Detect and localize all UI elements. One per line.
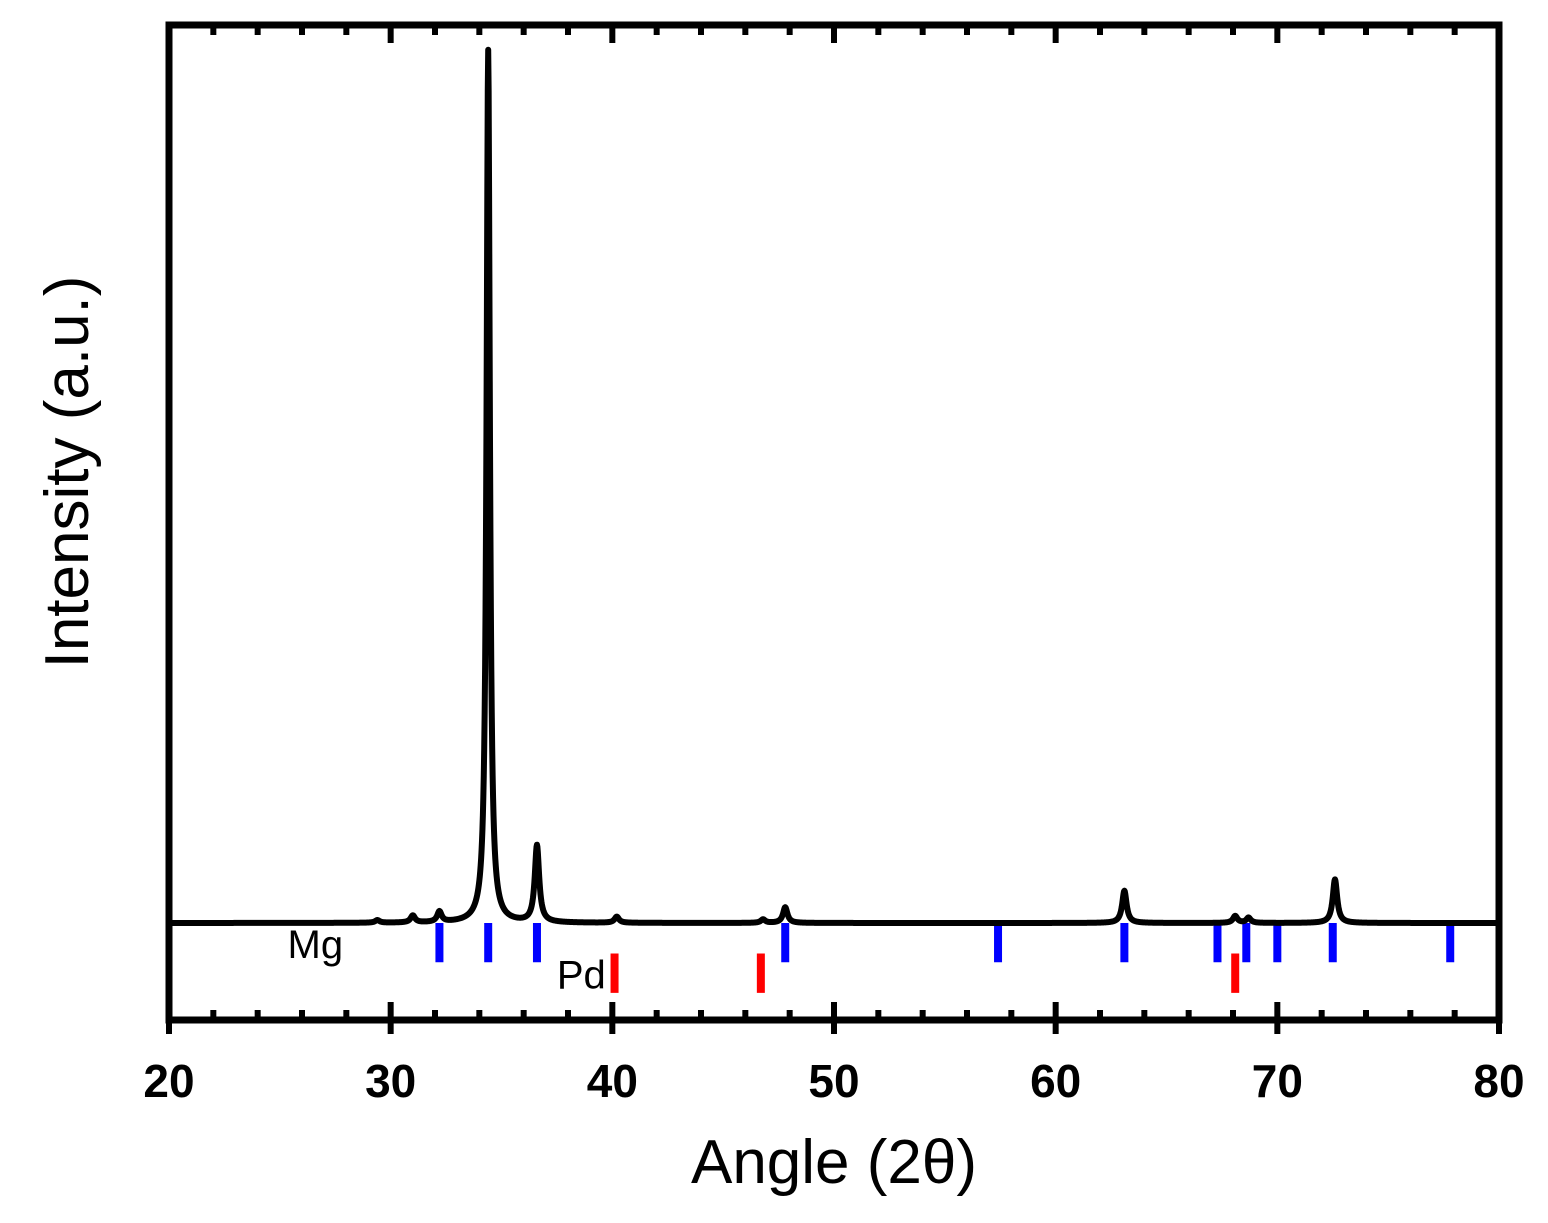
pd-reference-label: Pd — [557, 953, 606, 997]
x-tick-label: 40 — [587, 1055, 638, 1107]
x-axis-title: Angle (2θ) — [691, 1128, 977, 1197]
x-tick-label: 80 — [1473, 1055, 1524, 1107]
x-tick-labels: 20 30 40 50 60 70 80 — [143, 1055, 1524, 1107]
plot-frame — [165, 21, 1503, 1024]
xrd-pattern-line — [166, 46, 1502, 926]
y-axis-title: Intensity (a.u.) — [33, 276, 102, 669]
x-tick-label: 30 — [365, 1055, 416, 1107]
reference-labels: Mg Pd — [288, 923, 606, 998]
x-tick-label: 50 — [808, 1055, 859, 1107]
reference-markers — [435, 923, 1455, 993]
x-tick-label: 60 — [1030, 1055, 1081, 1107]
x-tick-label: 70 — [1252, 1055, 1303, 1107]
x-tick-label: 20 — [143, 1055, 194, 1107]
mg-reference-label: Mg — [288, 923, 344, 967]
axis-ticks — [166, 25, 1502, 1034]
